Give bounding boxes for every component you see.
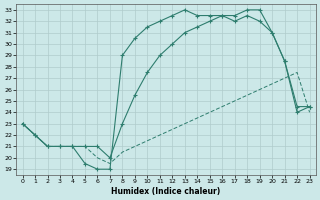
X-axis label: Humidex (Indice chaleur): Humidex (Indice chaleur) xyxy=(111,187,221,196)
